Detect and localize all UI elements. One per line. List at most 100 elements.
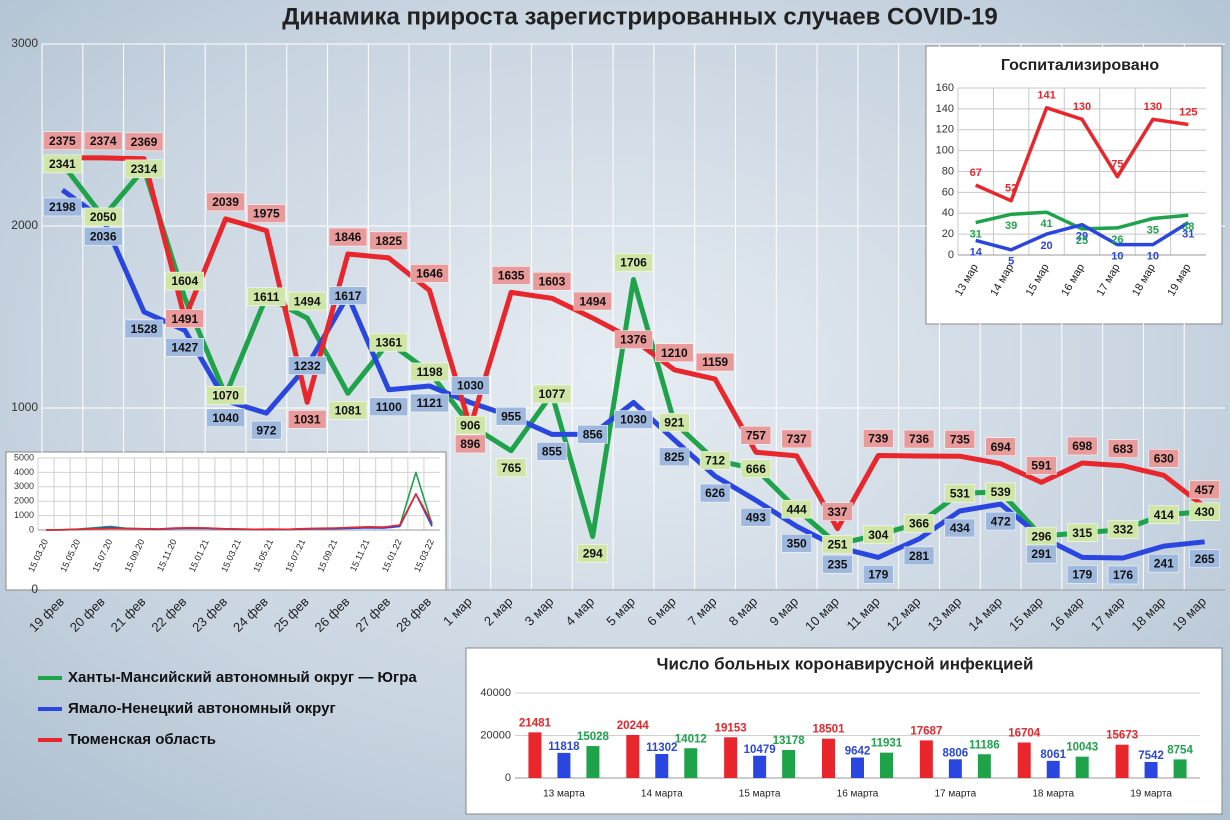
value-label-box <box>1189 502 1220 521</box>
value-label: 955 <box>501 409 521 423</box>
value-label-box <box>328 227 368 247</box>
bar <box>1144 761 1158 778</box>
value-label-box <box>328 286 368 305</box>
value-label: 1040 <box>212 411 239 425</box>
value-label: 591 <box>1031 459 1051 473</box>
value-label: 1604 <box>171 274 198 288</box>
value-label: 9642 <box>845 746 871 758</box>
bar <box>977 754 991 778</box>
y-tick-label: 80 <box>942 165 954 177</box>
value-label: 1077 <box>539 387 566 401</box>
value-label: 1846 <box>335 230 362 244</box>
value-label-box <box>1026 456 1057 475</box>
y-tick-label: 2000 <box>11 218 38 232</box>
value-label: 2198 <box>49 200 76 214</box>
bar <box>753 755 767 778</box>
y-tick-label: 60 <box>942 186 954 198</box>
y-tick-label: 20000 <box>480 729 511 741</box>
value-label-box <box>822 535 853 554</box>
value-label-box <box>124 159 164 179</box>
value-label: 1494 <box>579 294 606 308</box>
value-label: 1081 <box>335 403 362 417</box>
value-label: 825 <box>664 450 684 464</box>
legend-label: Ханты-Мансийский автономный округ — Югра <box>68 669 417 686</box>
value-label: 8754 <box>1167 744 1193 756</box>
y-tick-label: 0 <box>29 524 34 534</box>
value-label-box <box>659 447 690 467</box>
value-label-box <box>369 397 408 417</box>
value-label: 855 <box>542 445 562 459</box>
value-label: 626 <box>705 486 725 500</box>
value-label: 1030 <box>457 379 484 393</box>
value-label: 25 <box>1076 235 1088 247</box>
value-label: 41 <box>1040 218 1052 230</box>
value-label: 444 <box>787 502 807 516</box>
value-label: 14012 <box>675 733 707 745</box>
value-label: 972 <box>256 423 276 437</box>
bar <box>586 746 600 778</box>
value-label: 304 <box>868 528 888 542</box>
bar <box>724 737 738 778</box>
bar <box>1115 744 1129 778</box>
value-label: 31 <box>1182 229 1194 241</box>
value-label: 16704 <box>1008 728 1041 740</box>
value-label: 29 <box>1076 231 1088 243</box>
chart-title: Госпитализировано <box>1001 57 1159 74</box>
series-line <box>60 162 1205 547</box>
value-label-box <box>944 518 976 538</box>
value-label: 531 <box>950 487 970 501</box>
value-label: 896 <box>460 437 480 451</box>
value-label-box <box>1066 436 1098 456</box>
value-label-box <box>43 131 82 150</box>
value-label: 19153 <box>715 722 747 734</box>
value-label-box <box>1189 480 1220 500</box>
value-label-box <box>1148 553 1180 573</box>
value-label: 281 <box>909 549 929 563</box>
value-label-box <box>659 413 690 432</box>
bar-frame <box>465 647 1223 815</box>
y-tick-label: 3000 <box>14 481 34 491</box>
value-label: 291 <box>1031 547 1051 561</box>
value-label: 179 <box>868 568 888 582</box>
value-label-box <box>1107 520 1139 539</box>
value-label: 1635 <box>498 269 525 283</box>
value-label-box <box>455 434 486 454</box>
value-label: 712 <box>705 454 725 468</box>
mini-frame <box>5 451 447 591</box>
value-label: 2314 <box>131 162 158 176</box>
value-label: 5 <box>1008 256 1014 268</box>
value-label: 1617 <box>335 289 362 303</box>
value-label: 856 <box>583 427 603 441</box>
value-label: 11186 <box>969 739 1000 751</box>
value-label-box <box>495 458 527 478</box>
y-tick-label: 140 <box>936 103 954 115</box>
value-label-box <box>1107 439 1139 458</box>
value-label: 1825 <box>375 234 402 248</box>
series-line <box>975 221 1190 252</box>
value-label-box <box>43 197 82 217</box>
value-label: 430 <box>1195 505 1215 519</box>
value-label: 735 <box>950 432 970 446</box>
value-label-box <box>410 264 449 283</box>
value-label: 666 <box>746 462 766 476</box>
value-label-box <box>573 291 612 311</box>
value-label: 10 <box>1147 250 1159 262</box>
value-label-box <box>781 499 812 519</box>
value-label-box <box>903 429 935 449</box>
value-label-box <box>43 154 82 174</box>
x-tick-label: 16 марта <box>837 789 879 800</box>
value-label: 1494 <box>294 294 321 308</box>
value-label-box <box>944 429 976 449</box>
bar <box>1017 742 1031 778</box>
value-label: 2039 <box>212 195 239 209</box>
value-label-box <box>124 132 164 152</box>
value-label-box <box>83 131 123 151</box>
value-label: 472 <box>991 514 1011 528</box>
value-label: 20 <box>1040 240 1052 252</box>
value-label-box <box>410 362 449 382</box>
value-label: 1611 <box>253 290 279 304</box>
value-label: 1030 <box>620 413 647 427</box>
value-label-box <box>903 546 935 566</box>
value-label: 757 <box>746 428 766 442</box>
